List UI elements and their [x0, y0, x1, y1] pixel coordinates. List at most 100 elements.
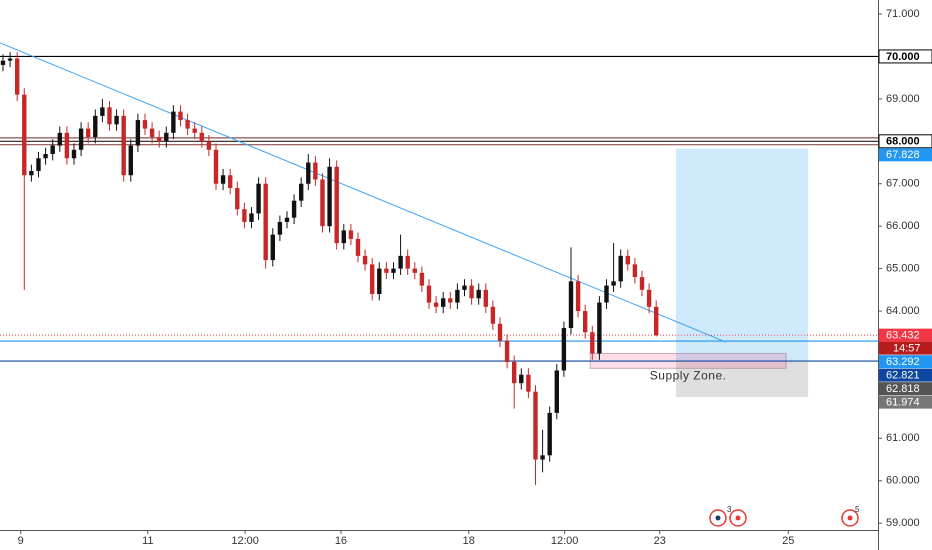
- candle-body: [149, 128, 155, 138]
- candle-body: [469, 285, 474, 299]
- candle-body: [526, 374, 531, 392]
- candle-body: [504, 340, 510, 362]
- y-tick-label: 60.000: [886, 475, 920, 487]
- price-label: 68.000: [886, 136, 920, 148]
- candle-body: [653, 306, 659, 336]
- candle-body: [625, 255, 630, 265]
- candle-body: [178, 111, 183, 121]
- y-tick-label: 71.000: [886, 8, 920, 20]
- event-dot: [735, 515, 741, 521]
- x-tick-label: 11: [142, 535, 153, 547]
- candle-body: [490, 306, 496, 324]
- candle-body: [22, 94, 27, 176]
- candle-body: [71, 149, 77, 159]
- candle-body: [220, 175, 226, 184]
- candle-body: [632, 264, 638, 278]
- event-icon[interactable]: [729, 509, 747, 527]
- candle-body: [618, 255, 623, 282]
- candle-body: [355, 238, 361, 256]
- candle-body: [277, 221, 283, 235]
- candle-body: [384, 268, 389, 273]
- candle-body: [369, 264, 375, 295]
- candle-body: [192, 128, 197, 133]
- candle-body: [199, 132, 204, 142]
- candle-body: [483, 289, 488, 307]
- candle-body: [412, 268, 417, 273]
- plot-area: Supply Zone.: [0, 42, 878, 486]
- candle-body: [540, 455, 545, 460]
- candle-body: [135, 120, 141, 146]
- candle-body: [604, 285, 609, 303]
- candle-body: [121, 115, 126, 176]
- price-label-bg: [879, 395, 932, 409]
- candle-body: [93, 115, 98, 138]
- price-label-bg: [878, 134, 932, 149]
- candle-body: [511, 361, 517, 384]
- price-axis: 71.000 69.000 67.000 66.000 65.000 64.000 61.0…: [878, 8, 932, 529]
- x-tick-label: 18: [463, 535, 475, 547]
- candle-body: [107, 107, 112, 125]
- candle-body: [448, 298, 453, 303]
- candle-body: [433, 302, 439, 307]
- price-label: 67.828: [886, 149, 920, 161]
- price-label-bg: [879, 355, 932, 369]
- candle-body: [291, 200, 297, 218]
- candle-body: [590, 332, 595, 354]
- candle-body: [320, 179, 325, 227]
- candle-body: [284, 217, 290, 222]
- candle-body: [497, 323, 503, 341]
- event-dot: [847, 515, 853, 521]
- price-label-bg: [879, 148, 932, 162]
- candle-body: [270, 234, 275, 261]
- y-tick-label: 69.000: [886, 93, 920, 105]
- y-tick-label: 65.000: [886, 263, 920, 275]
- price-label: 62.821: [886, 370, 920, 382]
- candle-body: [242, 209, 247, 222]
- candle-body: [327, 166, 332, 227]
- candle-body: [575, 281, 581, 312]
- candle-body: [263, 183, 268, 261]
- candle-body: [0, 60, 6, 65]
- candle-body: [57, 132, 62, 146]
- price-label: 63.432: [886, 330, 920, 342]
- event-icon[interactable]: [841, 509, 859, 527]
- candle-body: [426, 285, 432, 303]
- position-target-zone: [676, 148, 809, 362]
- candle-body: [547, 412, 552, 456]
- event-icon[interactable]: [709, 509, 727, 527]
- candle-body: [128, 145, 133, 176]
- price-label-bg: [879, 328, 932, 342]
- candle-body: [582, 311, 588, 333]
- candle-body: [476, 289, 481, 299]
- candle-body: [306, 162, 311, 184]
- candle-body: [43, 154, 48, 159]
- candle-body: [313, 162, 318, 180]
- supply-zone-label: Supply Zone.: [650, 368, 727, 382]
- candle-body: [398, 255, 403, 269]
- candle-body: [85, 128, 91, 138]
- candle-body: [29, 171, 34, 176]
- candle-body: [156, 137, 162, 142]
- x-tick-label: 12:00: [231, 535, 259, 547]
- x-tick-label: 25: [782, 535, 794, 547]
- candle-body: [206, 141, 212, 150]
- candle-body: [341, 230, 346, 244]
- event-dot: [715, 515, 721, 521]
- candle-body: [611, 281, 616, 286]
- candle-body: [256, 183, 261, 214]
- candle-body: [249, 213, 254, 222]
- candle-body: [100, 107, 105, 116]
- candle-body: [405, 255, 410, 269]
- price-label: 61.974: [886, 397, 920, 409]
- candle-body: [14, 58, 20, 95]
- candle-body: [554, 370, 559, 413]
- x-tick-label: 23: [654, 535, 666, 547]
- candle-body: [646, 289, 652, 307]
- candle-body: [142, 120, 148, 129]
- candle-body: [377, 268, 382, 295]
- candle-body: [362, 255, 368, 265]
- candle-body: [78, 128, 84, 150]
- candle-body: [227, 175, 233, 188]
